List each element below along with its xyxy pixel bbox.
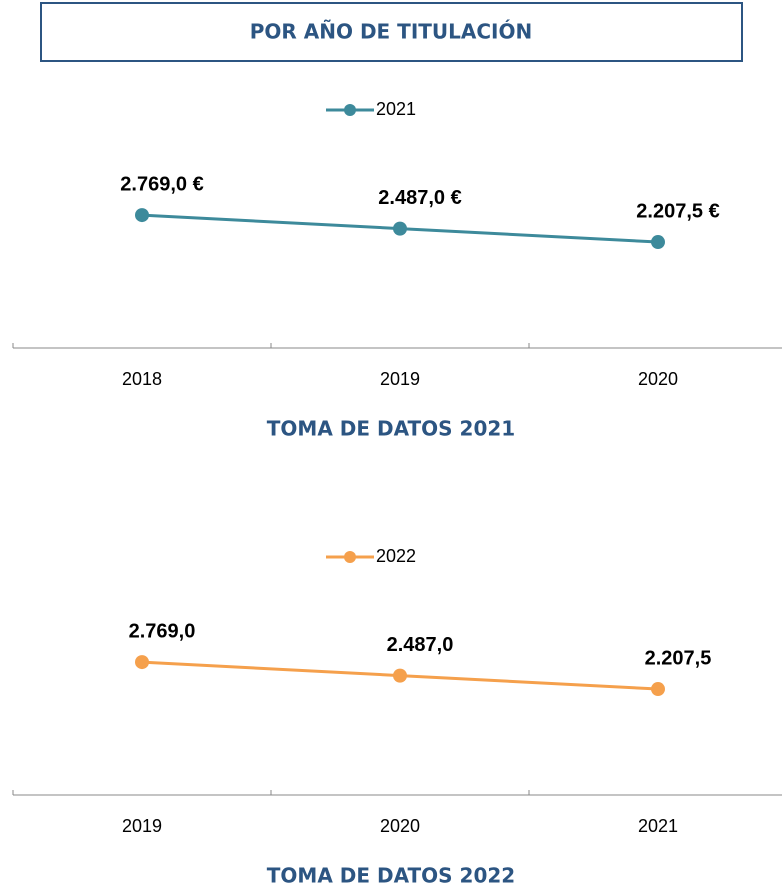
data-label: 2.487,0 €: [378, 187, 461, 209]
legend-marker: [344, 104, 356, 116]
data-label: 2.769,0: [129, 620, 196, 642]
legend-label: 2021: [376, 99, 416, 119]
header-title: POR AÑO DE TITULACIÓN: [250, 20, 532, 44]
data-label: 2.487,0: [387, 634, 454, 656]
data-label: 2.769,0 €: [120, 173, 203, 195]
x-axis-title: TOMA DE DATOS 2022: [267, 864, 515, 888]
x-tick-label: 2019: [122, 816, 162, 836]
data-point: [135, 655, 149, 670]
data-label: 2.207,5 €: [636, 200, 719, 222]
data-point: [651, 235, 665, 250]
header-box: [40, 2, 743, 62]
data-point: [135, 208, 149, 223]
x-axis-title: TOMA DE DATOS 2021: [267, 417, 515, 441]
legend-label: 2022: [376, 546, 416, 566]
x-tick-label: 2019: [380, 369, 420, 389]
x-tick-label: 2018: [122, 369, 162, 389]
x-tick-label: 2020: [380, 816, 420, 836]
data-point: [393, 221, 407, 236]
data-label: 2.207,5: [645, 647, 712, 669]
x-tick-label: 2021: [638, 816, 678, 836]
data-point: [651, 682, 665, 697]
data-point: [393, 668, 407, 683]
x-tick-label: 2020: [638, 369, 678, 389]
legend-marker: [344, 551, 356, 563]
